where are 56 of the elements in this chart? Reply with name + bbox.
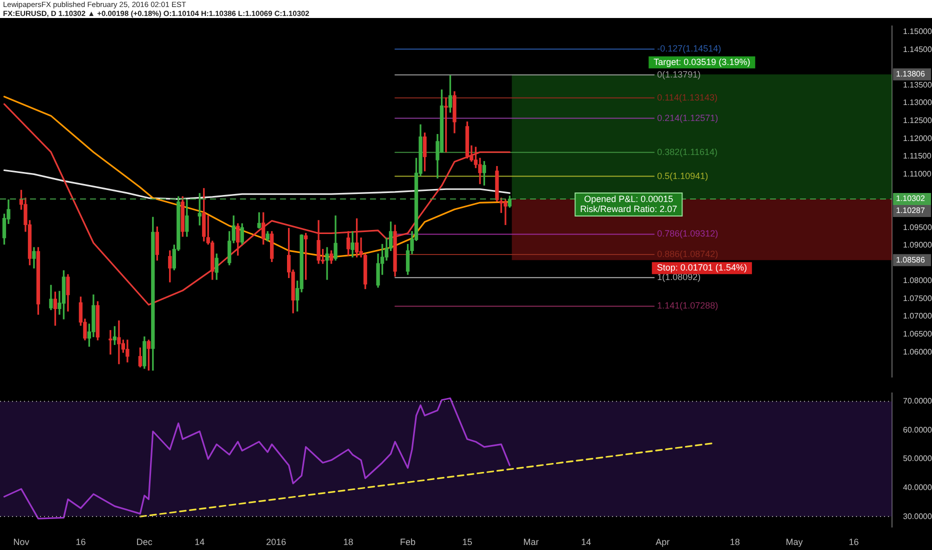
y-tick-label: 60.0000 (903, 425, 932, 434)
y-tick-label: 30.0000 (903, 512, 932, 521)
candlestick (108, 330, 112, 355)
series-label: 0.214(1.12571) (657, 112, 718, 123)
candlestick (325, 247, 329, 280)
y-tick-label: 1.06000 (903, 347, 932, 356)
ref-line-label: 1.10302 (896, 194, 926, 204)
y-tick-label: 50.0000 (903, 454, 932, 464)
candlestick (504, 199, 508, 226)
x-tick-label: May (786, 537, 804, 548)
y-tick-label: 1.06500 (903, 330, 932, 339)
x-tick-label: Dec (136, 537, 153, 548)
x-tick-label: 18 (730, 537, 740, 548)
y-tick-label: 1.14500 (903, 44, 932, 54)
y-tick-label: 1.12000 (903, 134, 932, 143)
series-label: 0.786(1.09312) (657, 228, 718, 239)
annotation: 1.13806 (896, 70, 926, 79)
band-label: Target: 0.03519 (3.19%) (654, 56, 750, 67)
x-tick-label: Nov (13, 537, 30, 548)
x-tick-label: 14 (581, 537, 592, 548)
series-label: 0(1.13791) (657, 69, 701, 80)
x-tick-label: Feb (400, 537, 416, 548)
y-tick-label: 1.12500 (903, 116, 932, 126)
series-label: 0.5(1.10941) (657, 170, 708, 181)
x-tick-label: Mar (523, 537, 539, 548)
y-tick-label: 1.08000 (903, 276, 932, 286)
series-label: 0.382(1.11614) (657, 146, 718, 157)
series-label: 1(1.08092) (657, 272, 701, 282)
annotation: Opened P&L: 0.00015 Risk/Reward Ratio: 2.07 (580, 194, 678, 214)
y-tick-label: 40.0000 (903, 482, 932, 492)
y-tick-label: 1.11000 (903, 169, 932, 178)
y-tick-label: 1.13000 (903, 98, 932, 108)
x-tick-label: 15 (462, 537, 472, 548)
candlestick (117, 320, 121, 364)
y-tick-label: 70.0000 (903, 396, 932, 406)
y-tick-label: 1.09000 (903, 240, 932, 250)
y-tick-label: 1.07000 (903, 312, 932, 321)
series-label: 1.141(1.07288) (657, 300, 718, 311)
candlestick (444, 97, 448, 152)
x-tick-label: 2016 (266, 537, 286, 548)
y-tick-label: 1.11500 (903, 152, 932, 161)
annotation: 1.10287 (896, 206, 926, 216)
series-label: -0.127(1.14514) (657, 44, 722, 54)
x-tick-label: Apr (656, 537, 670, 548)
x-tick-label: 16 (76, 537, 86, 548)
x-tick-label: 14 (194, 537, 205, 548)
y-tick-label: 1.07500 (903, 294, 932, 303)
x-tick-label: 18 (343, 537, 354, 548)
y-tick-label: 1.09500 (903, 222, 932, 232)
band-label: Stop: 0.01701 (1.54%) (656, 262, 747, 273)
series-label: 0.886(1.08742) (657, 249, 718, 260)
annotation: 1.08586 (896, 255, 926, 264)
y-tick-label: 1.13500 (903, 80, 932, 90)
series-label: 0.114(1.13143) (657, 92, 718, 102)
x-tick-label: 16 (848, 537, 859, 548)
y-tick-label: 1.15000 (903, 27, 932, 36)
